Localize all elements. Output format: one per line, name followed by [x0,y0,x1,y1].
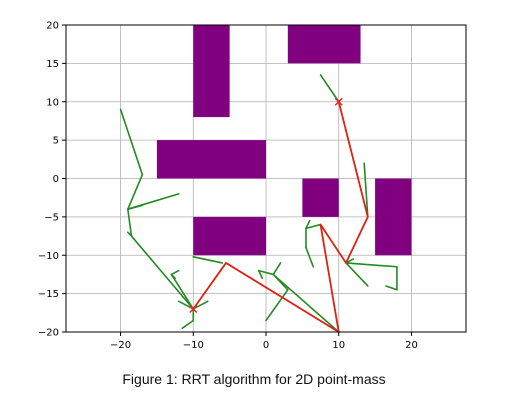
x-tick-label: 10 [332,340,345,351]
obstacle-rect [193,25,230,118]
tree-edge [119,108,144,176]
tree-edge [305,246,315,268]
tree-edge [305,223,322,230]
tree-edge [192,255,224,264]
tree-edge [192,300,209,310]
rrt-tree [119,74,398,333]
tree-edge [272,262,282,276]
figure-caption: Figure 1: RRT algorithm for 2D point-mas… [122,371,386,387]
path-line [192,101,369,333]
tree-edge [170,273,195,310]
solution-path [192,101,369,333]
x-tick-label: −10 [183,340,204,351]
y-tick-label: 0 [53,174,59,185]
obstacle-rect [156,140,266,179]
tree-edge [127,208,133,237]
tree-edge [177,300,195,310]
tree-edge [127,173,144,210]
tree-edge [385,285,398,291]
tree-edge [127,204,144,210]
tree-edge [363,162,369,218]
tree-edge [265,288,289,322]
x-marker-stroke [334,97,343,106]
path-markers [189,97,343,314]
y-tick-label: 15 [46,59,59,70]
y-tick-label: −20 [38,328,59,339]
obstacles [156,25,412,256]
tree-edge [272,273,340,333]
y-tick-label: 20 [46,21,59,32]
x-marker [189,304,198,314]
tree-edge [127,231,133,237]
tree-edge [181,319,195,329]
tree-edge [345,262,369,287]
y-tick-label: 5 [53,136,59,147]
obstacle-rect [193,216,266,256]
x-marker-stroke [189,304,198,314]
y-tick-label: −10 [38,251,59,262]
x-tick-label: −20 [110,340,131,351]
y-tick-label: −5 [44,212,59,223]
axis-ticks: −20 −10 0 10 20 −20 −15 −10 −5 0 5 10 15 20 [38,21,418,352]
tree-edge [257,269,264,280]
x-marker [334,97,343,106]
tree-edge [305,219,311,230]
x-tick-label: 20 [405,340,418,351]
y-tick-label: 10 [46,97,59,108]
tree-edge [257,269,275,276]
x-tick-label: 0 [263,340,269,351]
obstacle-rect [302,178,339,217]
obstacle-rect [375,178,412,256]
tree-edge [319,74,340,103]
tree-edge [272,273,289,291]
tree-edge [170,273,176,280]
tree-edge [130,235,195,310]
tree-edge [170,269,180,276]
y-tick-label: −15 [38,289,59,300]
tree-edge [345,262,398,268]
rrt-plot: −20 −10 0 10 20 −20 −15 −10 −5 0 5 10 15 20 [38,21,467,352]
obstacle-rect [287,25,361,64]
